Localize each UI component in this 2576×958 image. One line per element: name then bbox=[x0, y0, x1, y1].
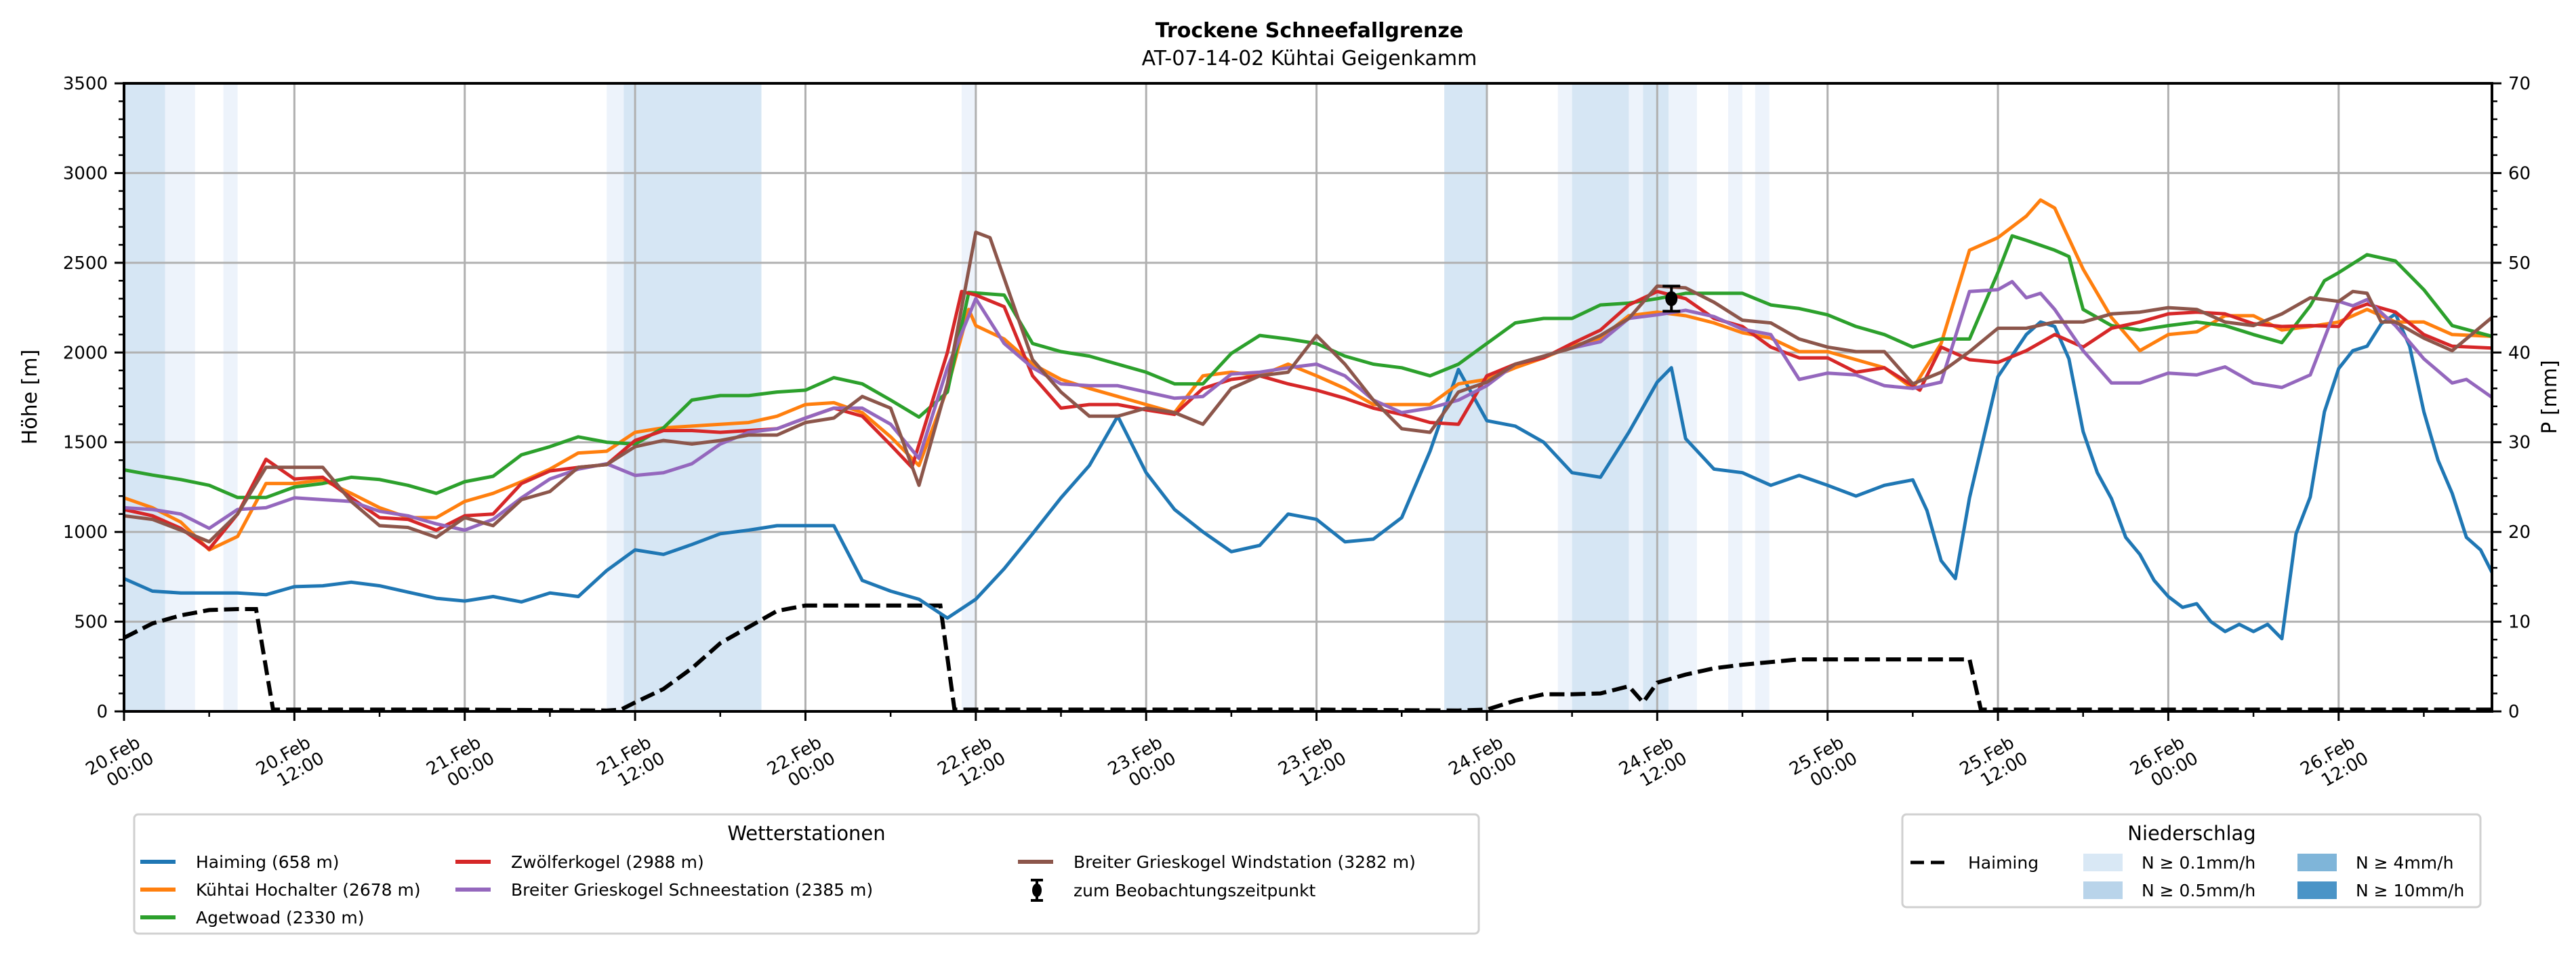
precip-bands bbox=[124, 83, 1770, 711]
precip-line-haiming bbox=[123, 603, 2492, 713]
precip-band bbox=[1669, 83, 1697, 711]
precip-line-layer bbox=[123, 603, 2492, 713]
x-tick-label: 22.Feb12:00 bbox=[934, 730, 1009, 797]
y-right-tick-label: 10 bbox=[2508, 612, 2531, 633]
x-tick-label: 21.Feb00:00 bbox=[423, 730, 498, 797]
chart-title: Trockene Schneefallgrenze bbox=[1156, 19, 1463, 43]
legend-precip-title: Niederschlag bbox=[2127, 822, 2255, 845]
series-line bbox=[123, 198, 2493, 552]
y-right-tick-label: 50 bbox=[2508, 253, 2531, 274]
legend-observation-item: zum Beobachtungszeitpunkt bbox=[1031, 879, 1316, 902]
legend-station-item: Agetwoad (2330 m) bbox=[140, 908, 364, 928]
y-axis-label: Höhe [m] bbox=[18, 350, 42, 445]
legend-stations-frame bbox=[133, 813, 1480, 935]
legend-label: Haiming (658 m) bbox=[196, 852, 340, 872]
x-tick-label: 26.Feb12:00 bbox=[2297, 730, 2372, 797]
legend-label: Kühtai Hochalter (2678 m) bbox=[196, 880, 421, 900]
precip-band bbox=[1572, 83, 1629, 711]
legend-precip-swatch bbox=[2297, 881, 2337, 899]
series-line bbox=[123, 289, 2493, 551]
y-tick-label: 3000 bbox=[63, 163, 108, 184]
y-tick-label: 1000 bbox=[63, 522, 108, 543]
observation-marker bbox=[1662, 285, 1681, 313]
legend-station-items: Haiming (658 m) Kühtai Hochalter (2678 m)… bbox=[140, 852, 1416, 928]
y-right-tick-label: 70 bbox=[2508, 74, 2531, 94]
x-tick-label: 26.Feb00:00 bbox=[2127, 730, 2202, 797]
y-right-tick-label: 40 bbox=[2508, 343, 2531, 363]
x-tick-label: 25.Feb00:00 bbox=[1786, 730, 1861, 797]
legend-precip: Niederschlag Haiming N ≥ 0.1mm/h N ≥ 0.5m… bbox=[1901, 813, 2482, 909]
y-tick-label: 2500 bbox=[63, 253, 108, 274]
series-line bbox=[123, 312, 2494, 641]
precip-band bbox=[607, 83, 624, 711]
observation-point bbox=[1665, 291, 1678, 306]
x-tick-label: 23.Feb00:00 bbox=[1105, 730, 1180, 797]
legend-precip-swatch bbox=[2083, 881, 2123, 899]
y-tick-label: 3500 bbox=[63, 74, 108, 94]
legend-precip-label: N ≥ 0.5mm/h bbox=[2142, 881, 2255, 900]
legend-station-item: Breiter Grieskogel Schneestation (2385 m… bbox=[455, 880, 873, 900]
legend-precip-swatch bbox=[2083, 854, 2123, 871]
y-right-tick-label: 20 bbox=[2508, 522, 2531, 543]
series-line bbox=[123, 280, 2493, 532]
plot-frame bbox=[123, 82, 2493, 713]
grid bbox=[124, 83, 2492, 711]
precip-band bbox=[124, 83, 165, 711]
legend-station-item: Zwölferkogel (2988 m) bbox=[455, 852, 704, 872]
x-tick-label: 24.Feb00:00 bbox=[1446, 730, 1521, 797]
x-tick-label: 23.Feb12:00 bbox=[1275, 730, 1350, 797]
legend-precip-label: N ≥ 10mm/h bbox=[2356, 881, 2464, 900]
legend-stations-title: Wetterstationen bbox=[727, 822, 885, 845]
x-tick-label: 24.Feb12:00 bbox=[1616, 730, 1691, 797]
legend-precip-item: N ≥ 0.5mm/h bbox=[2083, 881, 2255, 900]
y-tick-label: 500 bbox=[74, 612, 108, 633]
y-tick-label: 0 bbox=[96, 702, 108, 722]
legend-precip-item: N ≥ 10mm/h bbox=[2297, 881, 2464, 900]
x-tick-label: 21.Feb12:00 bbox=[594, 730, 669, 797]
legend-precip-item: N ≥ 4mm/h bbox=[2297, 853, 2453, 873]
legend-label: Zwölferkogel (2988 m) bbox=[511, 852, 704, 872]
precip-band bbox=[223, 83, 238, 711]
legend-precip-label: N ≥ 0.1mm/h bbox=[2142, 853, 2255, 873]
x-tick-label: 20.Feb00:00 bbox=[83, 730, 158, 797]
y-right-tick-label: 60 bbox=[2508, 163, 2531, 184]
legend-precip-label: N ≥ 4mm/h bbox=[2356, 853, 2453, 873]
y-right-tick-label: 0 bbox=[2508, 702, 2520, 722]
legend-haiming-label: Haiming bbox=[1968, 853, 2039, 873]
series-line bbox=[123, 234, 2493, 499]
y-right-tick-label: 30 bbox=[2508, 433, 2531, 453]
legend-station-item: Kühtai Hochalter (2678 m) bbox=[140, 880, 421, 900]
y-tick-label: 1500 bbox=[63, 433, 108, 453]
legend-stations: Wetterstationen Haiming (658 m) Kühtai Ho… bbox=[133, 813, 1480, 935]
legend-label: Agetwoad (2330 m) bbox=[196, 908, 364, 928]
legend-station-item: Breiter Grieskogel Windstation (3282 m) bbox=[1018, 852, 1416, 872]
precip-band bbox=[1557, 83, 1572, 711]
legend-station-item: Haiming (658 m) bbox=[140, 852, 340, 872]
legend-observation-label: zum Beobachtungszeitpunkt bbox=[1074, 881, 1316, 900]
series-line bbox=[123, 230, 2493, 544]
x-tick-label: 20.Feb12:00 bbox=[253, 730, 328, 797]
y-axis-label-right: P [mm] bbox=[2538, 360, 2562, 434]
legend-label: Breiter Grieskogel Windstation (3282 m) bbox=[1074, 852, 1416, 872]
precip-band bbox=[623, 83, 762, 711]
legend-precip-item: N ≥ 0.1mm/h bbox=[2083, 853, 2255, 873]
legend-precip-swatch bbox=[2297, 854, 2337, 871]
y-tick-label: 2000 bbox=[63, 343, 108, 363]
x-tick-label: 25.Feb12:00 bbox=[1957, 730, 2032, 797]
observation-marker-icon bbox=[1031, 879, 1043, 902]
series-layer bbox=[123, 198, 2494, 641]
precip-band bbox=[165, 83, 195, 711]
precip-band bbox=[1728, 83, 1742, 711]
precip-band bbox=[1629, 83, 1643, 711]
chart-subtitle: AT-07-14-02 Kühtai Geigenkamm bbox=[1142, 47, 1477, 70]
axes: 0 500 1000 1500 2000 2500 3000 3500 0 10 20 30 40 50 6… bbox=[63, 74, 2531, 797]
legend-precip-items: N ≥ 0.1mm/h N ≥ 0.5mm/h N ≥ 4mm/h N ≥ 10mm/… bbox=[2083, 853, 2464, 900]
precip-band bbox=[1755, 83, 1770, 711]
precip-band bbox=[961, 83, 976, 711]
x-tick-label: 22.Feb00:00 bbox=[764, 730, 839, 797]
legend-label: Breiter Grieskogel Schneestation (2385 m… bbox=[511, 880, 873, 900]
